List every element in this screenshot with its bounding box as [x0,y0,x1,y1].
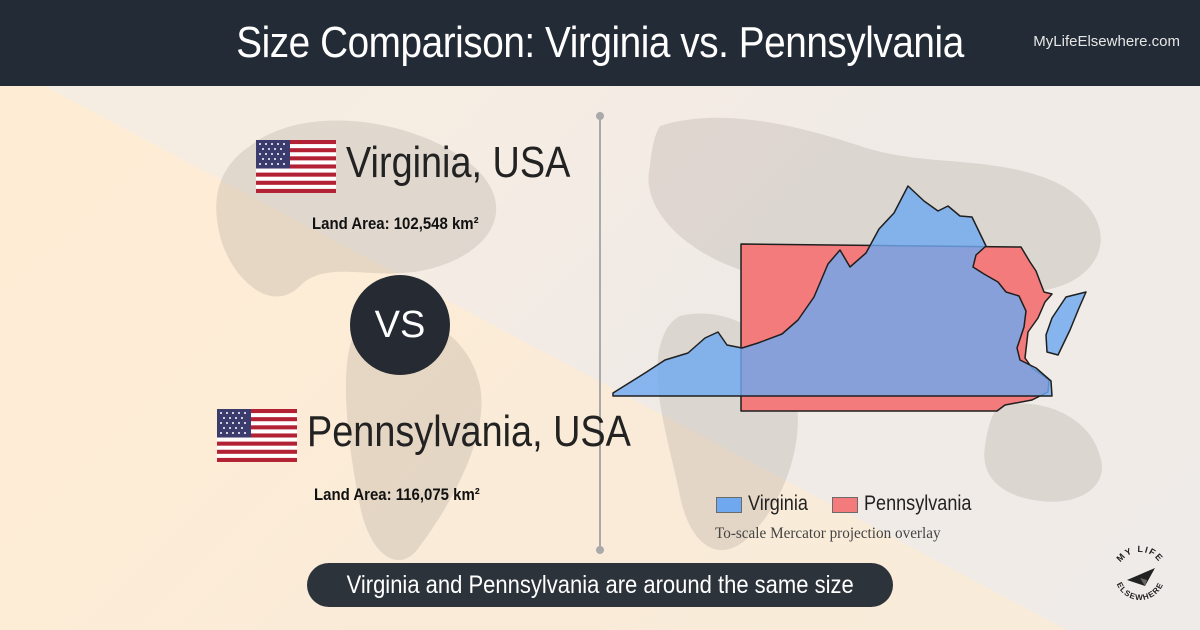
summary-pill: Virginia and Pennsylvania are around the… [307,563,893,607]
land-area-virginia: Land Area: 102,548 km² [312,214,479,233]
center-divider [599,116,601,550]
size-overlay-map [612,185,1087,412]
divider-top-dot [596,112,604,120]
virginia-shape [612,185,1053,397]
divider-bottom-dot [596,546,604,554]
my-life-elsewhere-logo: MY LIFE ELSEWHERE [1114,544,1165,602]
virginia-eastern-shore-shape [1045,291,1087,356]
region-name-virginia: Virginia, USA [346,138,571,187]
page-title: Size Comparison: Virginia vs. Pennsylvan… [236,18,964,67]
map-caption: To-scale Mercator projection overlay [715,525,941,542]
header-bar: Size Comparison: Virginia vs. Pennsylvan… [0,0,1200,86]
legend-swatch-pennsylvania [832,497,858,513]
land-area-pennsylvania: Land Area: 116,075 km² [314,485,480,504]
region-name-pennsylvania: Pennsylvania, USA [307,407,631,456]
us-flag-icon [217,409,297,462]
legend-label-virginia: Virginia [748,492,808,515]
brand-link[interactable]: MyLifeElsewhere.com [1033,33,1180,50]
legend-label-pennsylvania: Pennsylvania [864,492,972,515]
svg-text:MY LIFE: MY LIFE [1114,544,1165,564]
us-flag-icon [256,140,336,193]
vs-badge: VS [350,275,450,375]
legend-swatch-virginia [716,497,742,513]
summary-text: Virginia and Pennsylvania are around the… [346,571,854,599]
